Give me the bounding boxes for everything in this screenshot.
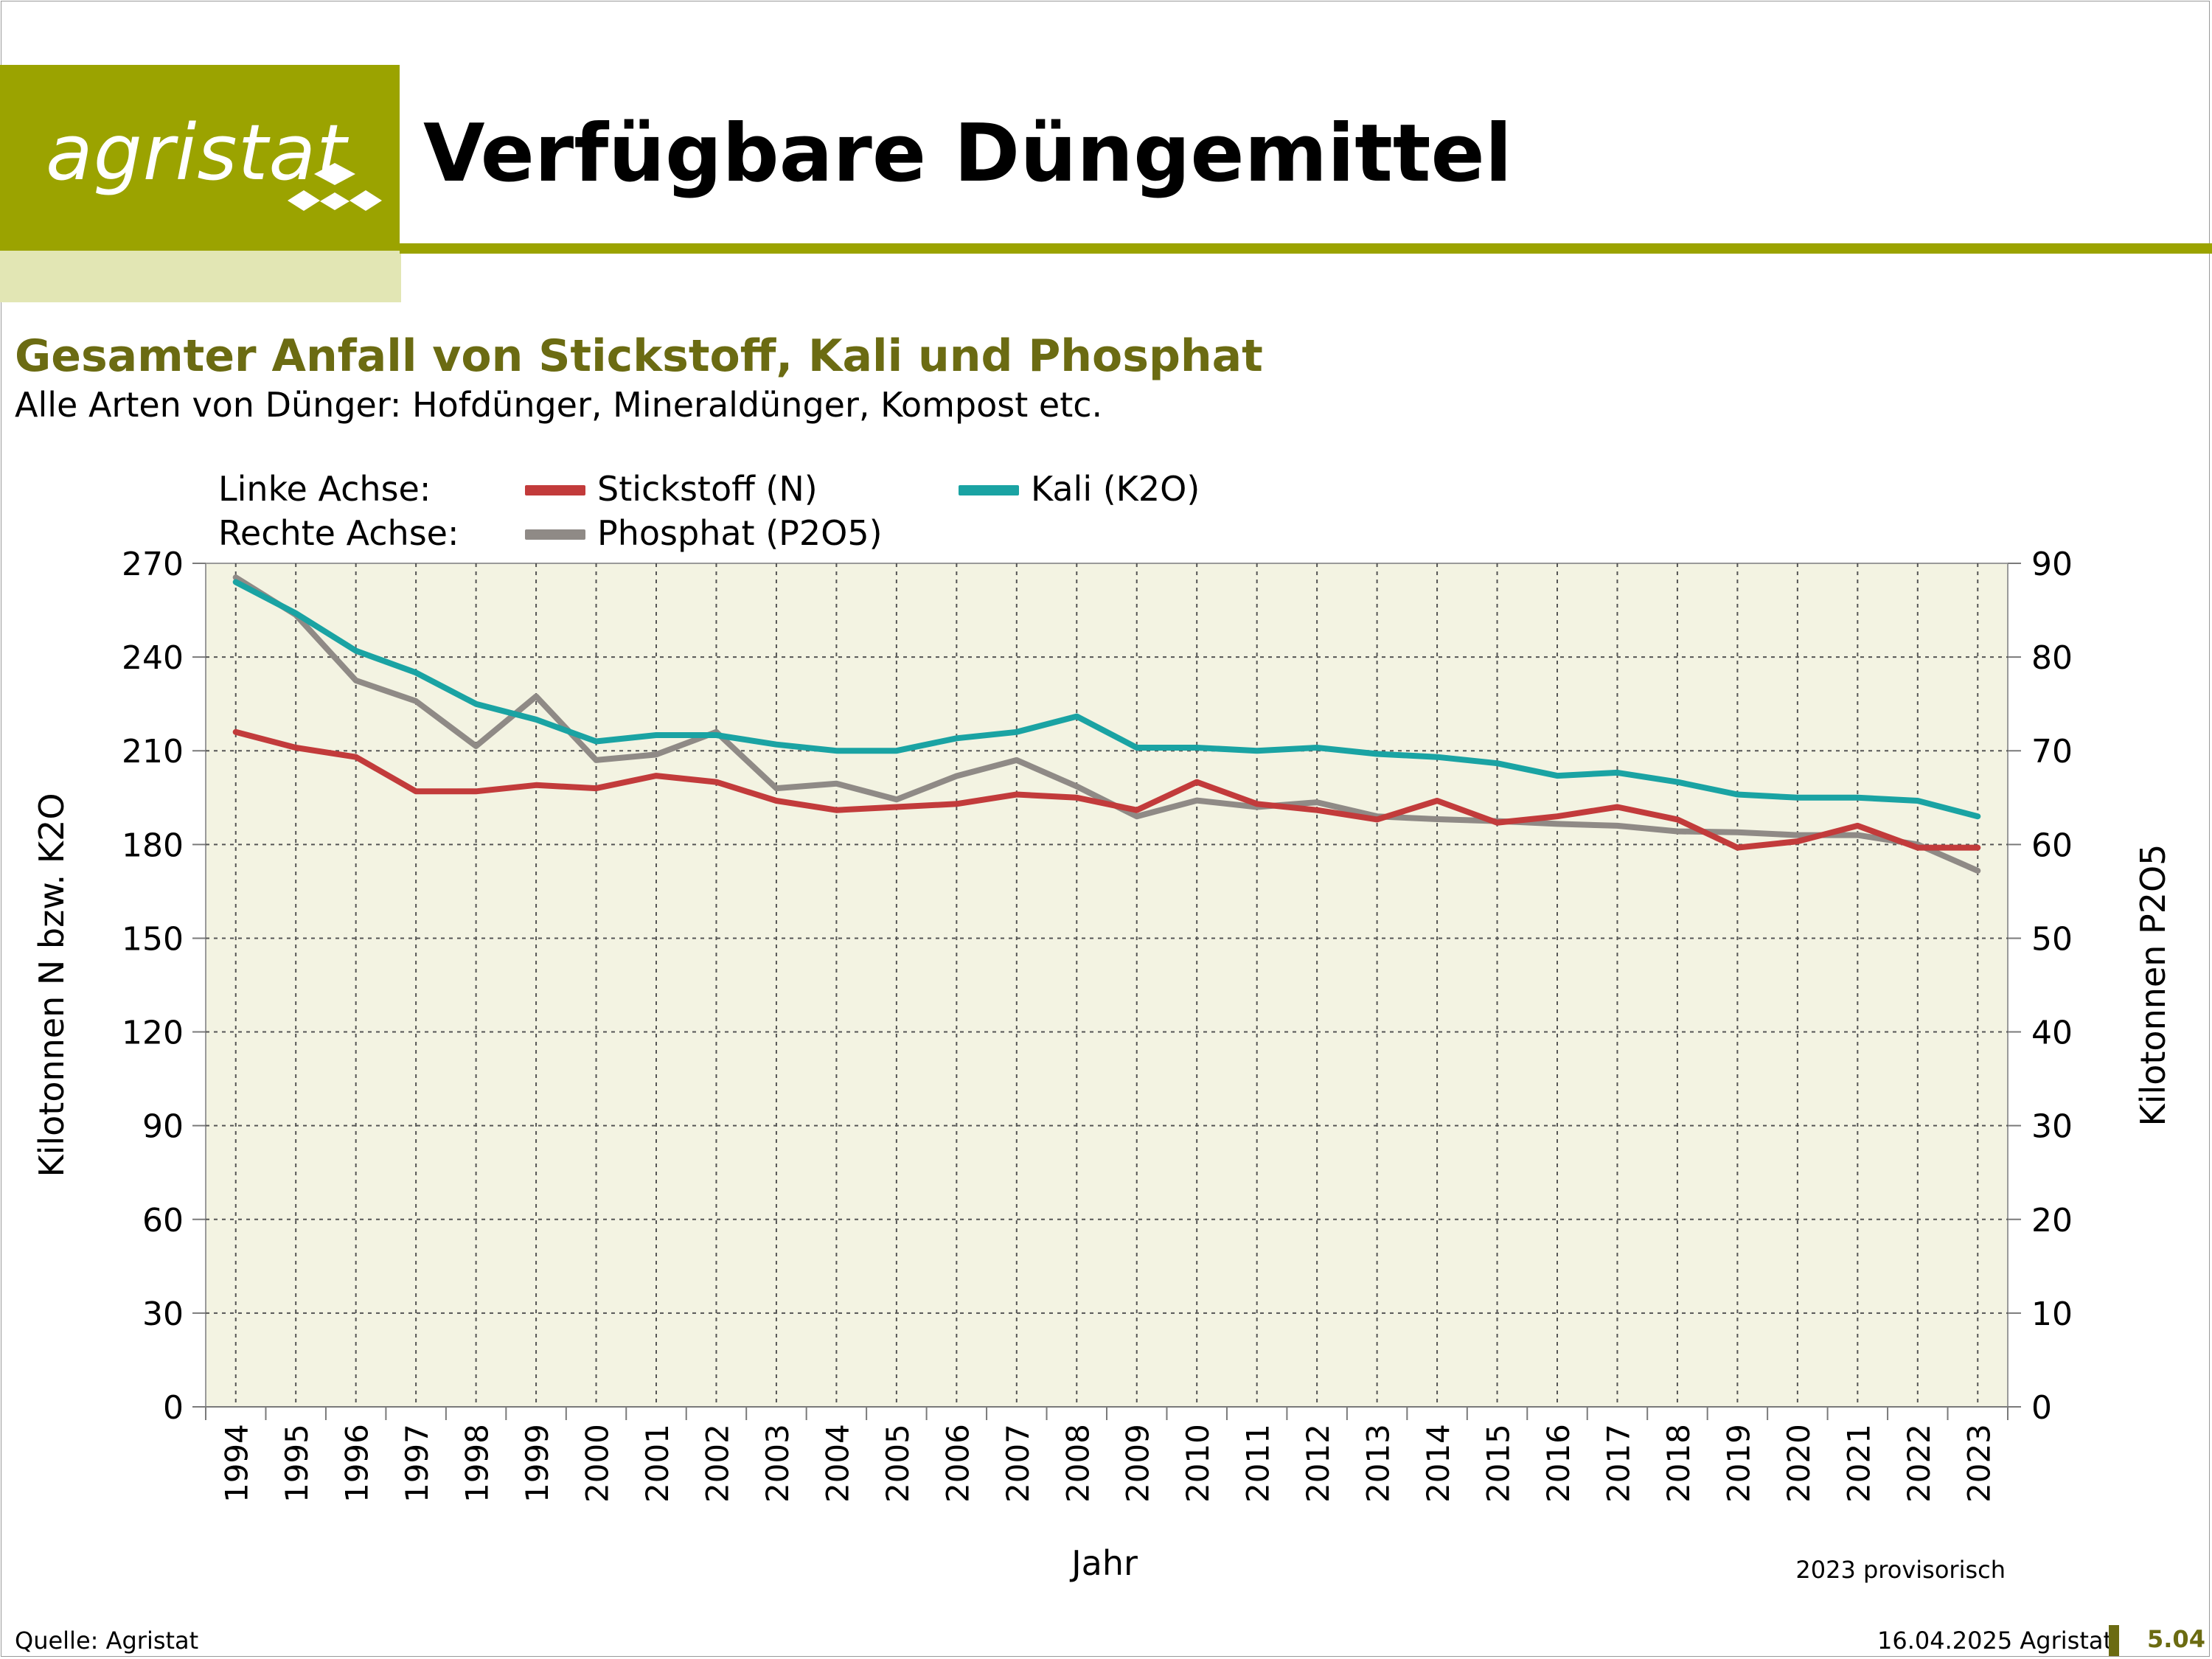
legend-left-axis-label: Linke Achse: xyxy=(218,469,431,509)
y-left-tick-label: 60 xyxy=(142,1202,184,1239)
y-right-axis-title: Kilotonnen P2O5 xyxy=(2133,844,2173,1127)
y-right-tick-label: 10 xyxy=(2031,1295,2073,1333)
x-tick-label: 2008 xyxy=(1060,1424,1096,1503)
y-right-tick-label: 0 xyxy=(2031,1389,2052,1427)
y-left-tick-label: 120 xyxy=(122,1015,184,1052)
y-left-tick-label: 180 xyxy=(122,827,184,864)
x-tick-label: 2002 xyxy=(699,1424,735,1503)
x-tick-label: 1999 xyxy=(519,1424,555,1503)
y-left-axis-title: Kilotonnen N bzw. K2O xyxy=(32,793,72,1177)
x-tick-label: 2019 xyxy=(1720,1424,1756,1503)
x-tick-label: 2006 xyxy=(939,1424,975,1503)
footer-date: 16.04.2025 Agristat xyxy=(1877,1627,2113,1655)
x-tick-label: 1997 xyxy=(399,1424,435,1503)
logo-underline-block xyxy=(0,251,401,302)
series-line-kali xyxy=(232,579,1981,820)
y-left-tick-label: 0 xyxy=(163,1389,184,1427)
y-left-tick-label: 90 xyxy=(142,1108,184,1146)
y-right-tick-label: 20 xyxy=(2031,1202,2073,1239)
plot-area xyxy=(205,563,2008,1408)
footer-divider xyxy=(2109,1625,2119,1656)
logo-block xyxy=(0,65,400,251)
logo-diamonds-icon xyxy=(288,163,382,211)
legend-swatch-stickstoff xyxy=(525,485,585,495)
logo-text: agristat xyxy=(46,108,347,198)
x-tick-label: 2017 xyxy=(1600,1424,1636,1503)
x-tick-label: 2011 xyxy=(1240,1424,1276,1503)
y-right-tick-label: 80 xyxy=(2031,639,2073,677)
x-tick-label: 1996 xyxy=(339,1424,375,1503)
x-tick-label: 2003 xyxy=(759,1424,796,1503)
x-tick-label: 2014 xyxy=(1420,1424,1456,1503)
x-tick-label: 2007 xyxy=(1000,1424,1036,1503)
y-right-tick-label: 90 xyxy=(2031,546,2073,583)
chart-heading: Gesamter Anfall von Stickstoff, Kali und… xyxy=(15,330,1263,382)
x-tick-label: 2009 xyxy=(1120,1424,1156,1503)
y-left-tick-label: 30 xyxy=(142,1295,184,1333)
x-tick-label: 2021 xyxy=(1840,1424,1877,1503)
y-right-tick-label: 50 xyxy=(2031,920,2073,958)
y-right-tick-label: 40 xyxy=(2031,1015,2073,1052)
legend-right-axis-label: Rechte Achse: xyxy=(218,513,459,553)
x-tick-label: 2022 xyxy=(1901,1424,1937,1503)
legend-label-kali: Kali (K2O) xyxy=(1031,469,1200,509)
header-rule xyxy=(400,243,2212,254)
x-axis-title: Jahr xyxy=(1069,1543,1138,1583)
legend-swatch-phosphat xyxy=(525,529,585,540)
y-right-tick-label: 30 xyxy=(2031,1108,2073,1146)
y-right-tick-label: 70 xyxy=(2031,733,2073,771)
x-tick-label: 2016 xyxy=(1540,1424,1576,1503)
x-tick-label: 2013 xyxy=(1360,1424,1397,1503)
x-tick-label: 2018 xyxy=(1660,1424,1697,1503)
y-left-tick-label: 240 xyxy=(122,639,184,677)
chart-subheading: Alle Arten von Dünger: Hofdünger, Minera… xyxy=(15,385,1103,425)
y-right-tick-label: 60 xyxy=(2031,827,2073,864)
page-title: Verfügbare Düngemittel xyxy=(423,108,1512,200)
x-tick-label: 1998 xyxy=(459,1424,495,1503)
x-tick-label: 2010 xyxy=(1180,1424,1216,1503)
y-left-tick-label: 270 xyxy=(122,546,184,583)
x-tick-label: 2020 xyxy=(1781,1424,1817,1503)
series-line-stickstoff xyxy=(232,728,1981,851)
y-left-tick-label: 210 xyxy=(122,733,184,771)
provisional-note: 2023 provisorisch xyxy=(1795,1556,2006,1584)
x-tick-label: 2000 xyxy=(580,1424,616,1503)
x-tick-label: 2005 xyxy=(880,1424,916,1503)
x-tick-label: 1995 xyxy=(279,1424,315,1503)
x-tick-label: 1994 xyxy=(219,1424,255,1503)
x-tick-label: 2004 xyxy=(819,1424,855,1503)
page-number: 5.04 xyxy=(2147,1625,2205,1653)
x-tick-label: 2015 xyxy=(1481,1424,1517,1503)
x-tick-label: 2001 xyxy=(639,1424,675,1503)
legend-label-phosphat: Phosphat (P2O5) xyxy=(597,513,883,553)
x-tick-label: 2012 xyxy=(1300,1424,1336,1503)
legend-label-stickstoff: Stickstoff (N) xyxy=(597,469,818,509)
source-note: Quelle: Agristat xyxy=(15,1627,199,1655)
x-tick-label: 2023 xyxy=(1961,1424,1997,1503)
y-left-tick-label: 150 xyxy=(122,920,184,958)
legend-swatch-kali xyxy=(959,485,1019,495)
